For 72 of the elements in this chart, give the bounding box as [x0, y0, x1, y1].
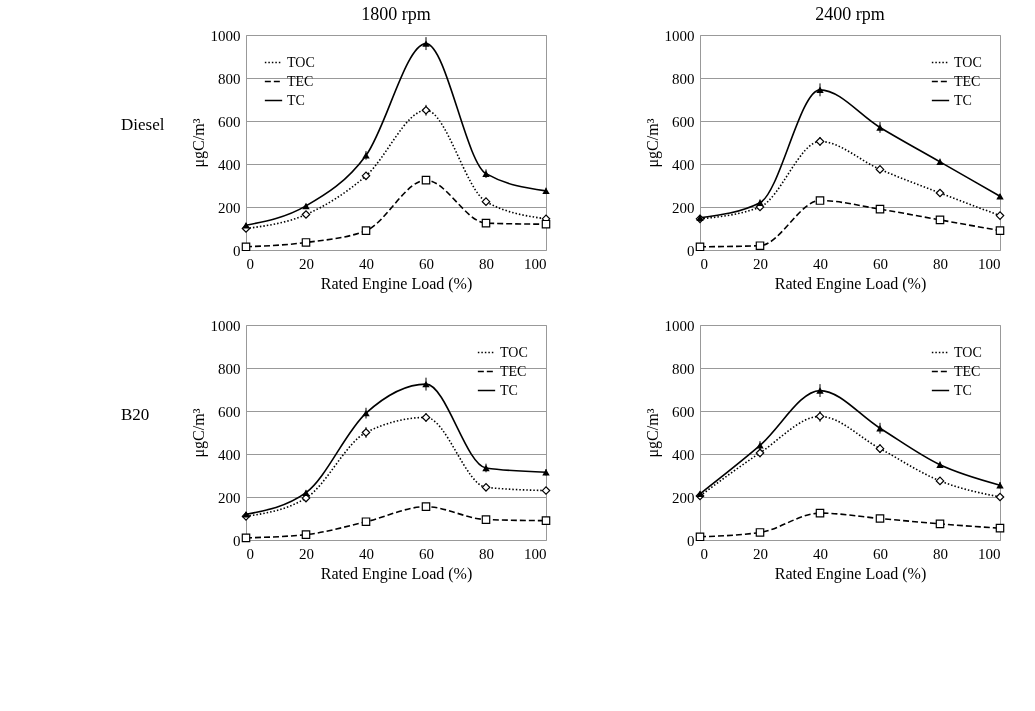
x-tick-label: 60: [873, 545, 888, 562]
x-tick-label: 80: [479, 545, 494, 562]
y-axis-title: μgC/m³: [189, 118, 208, 168]
legend-label: TEC: [954, 363, 981, 379]
x-tick-label: 60: [419, 545, 434, 562]
y-axis-title: μgC/m³: [189, 408, 208, 458]
legend-label: TC: [954, 382, 972, 398]
chart-title: 2400 rpm: [815, 4, 885, 24]
x-tick-label: 20: [753, 545, 768, 562]
x-axis-title: Rated Engine Load (%): [774, 274, 927, 293]
y-tick-label: 400: [218, 156, 241, 173]
x-tick-label: 0: [700, 255, 708, 272]
x-axis-title: Rated Engine Load (%): [774, 564, 927, 583]
y-tick-label: 0: [687, 532, 695, 549]
text: Diesel: [121, 115, 165, 135]
x-tick-label: 60: [419, 255, 434, 272]
x-tick-label: 0: [700, 545, 708, 562]
y-tick-label: 600: [672, 113, 695, 130]
y-tick-label: 400: [218, 446, 241, 463]
x-tick-label: 20: [299, 545, 314, 562]
y-tick-label: 200: [218, 489, 241, 506]
legend-label: TEC: [287, 73, 314, 89]
y-tick-label: 0: [687, 242, 695, 259]
x-tick-label: 60: [873, 255, 888, 272]
y-tick-label: 0: [233, 242, 241, 259]
legend-label: TEC: [954, 73, 981, 89]
legend-label: TC: [954, 92, 972, 108]
y-tick-label: 800: [218, 360, 241, 377]
y-axis-title: μgC/m³: [643, 118, 662, 168]
y-tick-label: 1000: [664, 27, 695, 44]
legend-label: TOC: [954, 344, 982, 360]
x-tick-label: 80: [933, 545, 948, 562]
x-tick-label: 40: [359, 545, 374, 562]
legend-label: TOC: [287, 54, 315, 70]
legend-label: TEC: [500, 363, 527, 379]
y-tick-label: 400: [672, 446, 695, 463]
y-tick-label: 200: [672, 489, 695, 506]
legend-label: TC: [500, 382, 518, 398]
x-tick-label: 0: [246, 545, 254, 562]
y-tick-label: 400: [672, 156, 695, 173]
x-tick-label: 80: [933, 255, 948, 272]
x-tick-label: 40: [813, 545, 828, 562]
x-tick-label: 100: [978, 255, 1001, 272]
y-tick-label: 800: [672, 70, 695, 87]
y-tick-label: 800: [672, 360, 695, 377]
legend-label: TOC: [500, 344, 528, 360]
y-axis-title: μgC/m³: [643, 408, 662, 458]
x-axis-title: Rated Engine Load (%): [320, 564, 473, 583]
y-tick-label: 200: [672, 199, 695, 216]
y-tick-label: 1000: [210, 27, 241, 44]
y-tick-label: 1000: [664, 317, 695, 334]
y-tick-label: 600: [218, 113, 241, 130]
y-tick-label: 200: [218, 199, 241, 216]
legend-label: TC: [287, 92, 305, 108]
x-tick-label: 100: [978, 545, 1001, 562]
y-tick-label: 800: [218, 70, 241, 87]
x-tick-label: 20: [299, 255, 314, 272]
x-tick-label: 40: [359, 255, 374, 272]
x-tick-label: 20: [753, 255, 768, 272]
y-tick-label: 0: [233, 532, 241, 549]
x-tick-label: 0: [246, 255, 254, 272]
y-tick-label: 1000: [210, 317, 241, 334]
x-tick-label: 80: [479, 255, 494, 272]
y-tick-label: 600: [672, 403, 695, 420]
y-tick-label: 600: [218, 403, 241, 420]
chart-title: 1800 rpm: [361, 4, 431, 24]
x-tick-label: 100: [524, 255, 547, 272]
text: B20: [121, 405, 150, 425]
x-tick-label: 40: [813, 255, 828, 272]
x-tick-label: 100: [524, 545, 547, 562]
legend-label: TOC: [954, 54, 982, 70]
x-axis-title: Rated Engine Load (%): [320, 274, 473, 293]
